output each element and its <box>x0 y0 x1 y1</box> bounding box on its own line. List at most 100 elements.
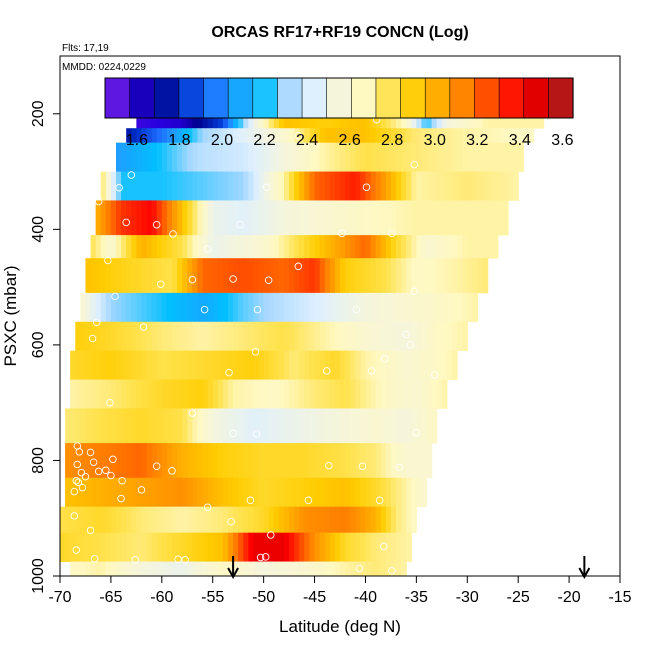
colorbar-swatch <box>400 77 426 119</box>
heat-cell <box>273 235 280 259</box>
heat-cell <box>390 561 397 577</box>
heat-cell <box>421 321 428 352</box>
heat-cell <box>233 379 239 409</box>
heat-cell <box>416 379 423 409</box>
heat-cell <box>268 477 275 508</box>
heat-cell <box>446 171 453 201</box>
heat-cell <box>380 561 387 577</box>
heat-cell <box>324 292 331 323</box>
heat-cell <box>116 477 122 508</box>
heat-cell <box>233 506 239 534</box>
heat-cell <box>65 408 71 444</box>
heat-cell <box>329 477 336 508</box>
heat-cell <box>487 171 494 201</box>
heat-cell <box>385 408 392 444</box>
heat-cell <box>131 532 137 562</box>
heat-cell <box>472 142 479 172</box>
heat-cell <box>350 200 356 236</box>
heat-cell <box>136 292 143 323</box>
heat-cell <box>253 235 260 259</box>
heat-cell <box>75 443 81 479</box>
heat-cell <box>222 506 229 534</box>
heat-cell <box>263 128 270 144</box>
heat-cell <box>370 142 377 172</box>
heat-cell <box>268 142 275 172</box>
heat-cell <box>309 321 316 352</box>
heat-cell <box>238 258 244 294</box>
heat-cell <box>340 443 346 479</box>
heat-cell <box>370 477 377 508</box>
heat-cell <box>177 171 183 201</box>
heat-cell <box>319 171 326 201</box>
heat-cell <box>462 142 468 172</box>
heat-cell <box>401 532 407 562</box>
heat-cell <box>334 506 341 534</box>
heat-cell <box>151 258 158 294</box>
colorbar-swatch <box>326 77 352 119</box>
heat-cell <box>70 443 76 479</box>
heat-cell <box>228 171 234 201</box>
heat-cell <box>90 379 97 409</box>
flight-point <box>410 160 419 169</box>
heat-cell <box>441 350 448 380</box>
heat-cell <box>70 532 76 562</box>
heat-cell <box>110 408 117 444</box>
heat-cell <box>273 321 280 352</box>
heat-cell <box>161 561 168 577</box>
heat-cell <box>228 142 234 172</box>
flight-point <box>111 292 119 301</box>
heat-cell <box>446 142 453 172</box>
heat-cell <box>105 171 112 201</box>
heat-cell <box>441 171 448 201</box>
heat-cell <box>492 200 499 236</box>
heat-cell <box>233 408 239 444</box>
flight-point <box>127 171 136 179</box>
heat-cell <box>146 408 153 444</box>
x-tick-label: -25 <box>507 589 530 606</box>
heat-cell <box>222 292 229 323</box>
heat-cell <box>105 321 112 352</box>
heat-cell <box>253 200 260 236</box>
heat-cell <box>90 292 97 323</box>
heat-cell <box>131 235 137 259</box>
flight-point <box>362 183 371 191</box>
heat-cell <box>314 408 321 444</box>
heat-cell <box>380 235 387 259</box>
heat-cell <box>528 128 535 144</box>
heat-cell <box>345 532 351 562</box>
heat-cell <box>324 379 331 409</box>
flights-note: Flts: 17,19 <box>62 43 109 54</box>
heat-cell <box>319 142 326 172</box>
y-tick-label: 1000 <box>30 558 47 594</box>
heat-cell <box>406 443 412 479</box>
colorbar-tick-label: 3.2 <box>466 132 488 149</box>
heat-cell <box>263 142 270 172</box>
heat-cell <box>177 408 183 444</box>
heat-cell <box>197 128 204 144</box>
heat-cell <box>182 128 188 144</box>
heat-cell <box>345 171 351 201</box>
heat-cell <box>406 477 412 508</box>
flight-point <box>118 476 126 485</box>
heat-cell <box>258 171 265 201</box>
heat-cell <box>304 171 311 201</box>
heat-cell <box>299 532 305 562</box>
heat-cell <box>228 258 234 294</box>
heat-cell <box>253 506 260 534</box>
heat-cell <box>263 532 270 562</box>
heat-cell <box>273 142 280 172</box>
heat-cell <box>273 171 280 201</box>
colorbar-tick-label: 2.0 <box>211 132 233 149</box>
heat-cell <box>217 142 224 172</box>
heat-cell <box>131 350 137 380</box>
heat-cell <box>126 258 132 294</box>
heat-cell <box>365 200 372 236</box>
heat-cell <box>345 443 351 479</box>
heat-cell <box>243 408 249 444</box>
heat-cell <box>105 350 112 380</box>
heat-cell <box>65 477 71 508</box>
heat-cell <box>151 379 158 409</box>
heat-cell <box>284 128 290 144</box>
heat-cell <box>197 506 204 534</box>
flight-point <box>104 256 112 265</box>
